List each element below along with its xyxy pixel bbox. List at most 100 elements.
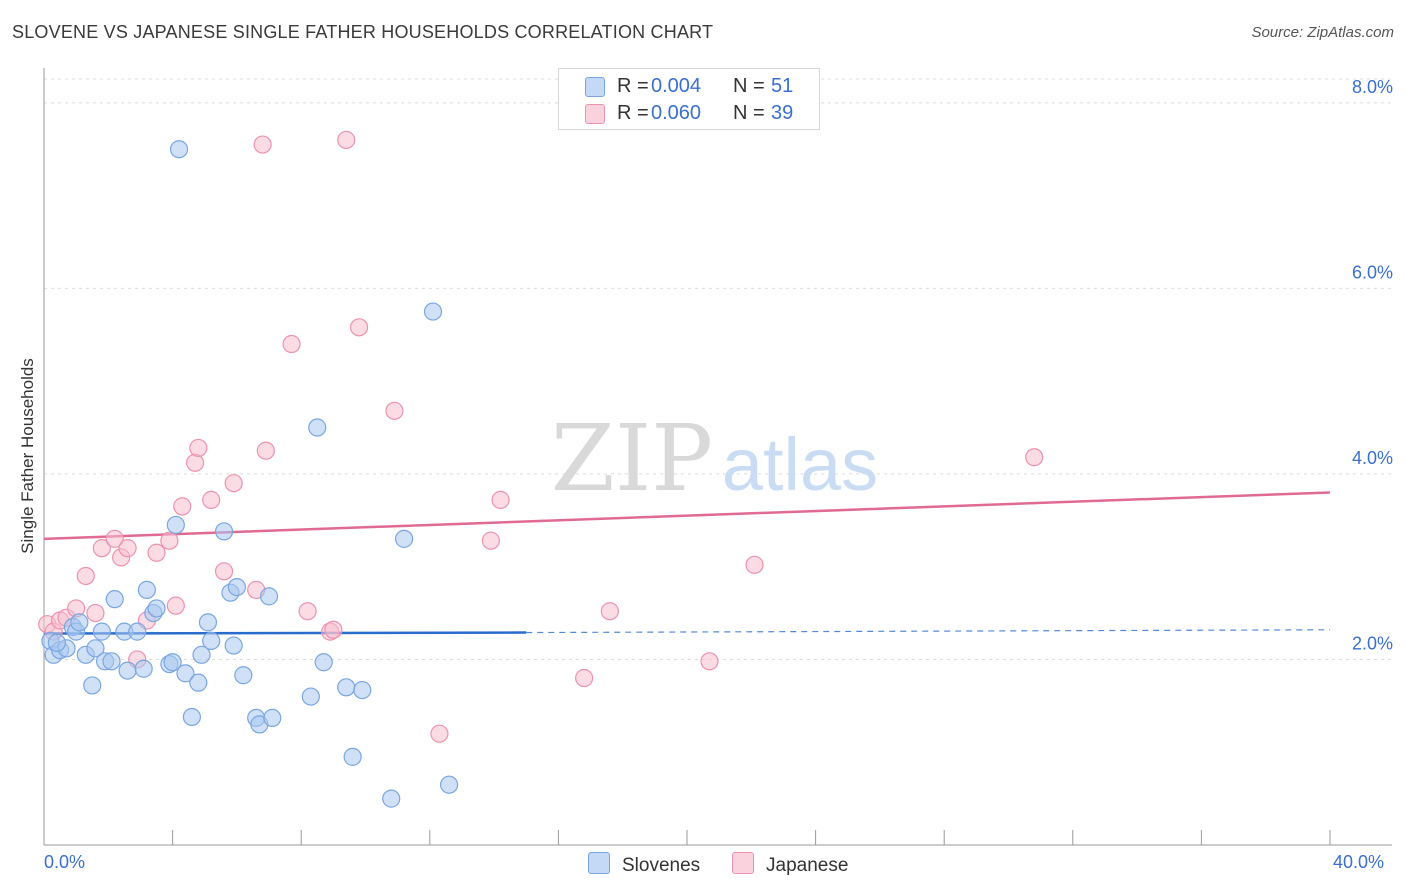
watermark-zip: ZIP [551,405,713,512]
japanese-point [202,490,221,509]
slovenes-point [214,522,234,541]
japanese-point [491,490,510,509]
japanese-point [575,668,594,688]
stats-legend: R = 0.004 N = 51 R = 0.060 N = 39 [558,68,820,130]
slovenes-point [234,666,253,685]
japanese-points [38,130,1044,743]
slovenes-point [147,599,166,618]
slovenes-point [86,639,105,658]
japanese-point [430,724,449,743]
slovenes-point [202,631,221,651]
japanese-point [86,603,105,623]
axes [43,68,1392,846]
slovenes-n-value: 51 [771,75,794,97]
japanese-point [224,474,243,493]
x-min-label: 0.0% [44,852,86,872]
slovenes-point [439,775,459,794]
slovenes-point [105,590,124,609]
slovenes-point [301,687,320,706]
japanese-point [481,531,500,550]
x-max-label: 40.0% [1333,852,1385,872]
slovenes-point [118,661,137,680]
slovenes-point [314,653,333,672]
japanese-point [147,543,166,562]
slovenes-point [198,613,218,632]
japanese-legend-swatch [732,852,754,874]
legend-japanese: Japanese [732,852,848,877]
grid-lines [44,78,1392,660]
slovenes-legend-swatch [588,852,610,874]
slovenes-point [394,529,414,548]
slovenes-point [47,633,66,652]
slovenes-legend-label: Slovenes [622,855,701,876]
trend-lines [43,491,1331,635]
n-label: N = [733,102,765,124]
japanese-trend-line [43,491,1331,541]
japanese-point [76,566,95,586]
slovenes-point [83,676,102,695]
slovenes-point [263,708,282,728]
japanese-point [105,529,124,548]
japanese-point [160,531,179,550]
slovenes-trend-extension [526,629,1331,634]
watermark-atlas: atlas [722,423,878,506]
slovenes-point [134,659,153,678]
japanese-legend-label: Japanese [766,855,849,876]
y-axis-label: Single Father Households [18,358,37,554]
japanese-point [92,539,111,558]
slovenes-point [259,587,279,606]
slovenes-point [382,789,401,808]
japanese-point [256,441,275,460]
japanese-point [349,318,369,337]
japanese-point [1025,448,1044,467]
japanese-point [173,497,192,516]
japanese-point [118,539,137,558]
japanese-point [166,596,185,615]
slovenes-point [189,673,208,692]
y-tick-label: 8.0% [1352,77,1393,97]
japanese-point [282,334,301,354]
slovenes-point [337,678,356,697]
r-label: R = [617,75,649,97]
slovenes-point [137,580,156,599]
japanese-point [700,652,719,671]
slovenes-point [176,664,195,683]
y-tick-labels: 2.0% 4.0% 6.0% 8.0% [1352,77,1393,654]
japanese-point [186,453,205,472]
slovenes-point [102,652,121,671]
slovenes-point [70,613,89,632]
y-tick-label: 2.0% [1352,633,1393,653]
slovenes-point [343,747,362,766]
slovenes-point [308,418,327,437]
slovenes-point [192,645,211,664]
n-label: N = [733,75,765,97]
japanese-point [189,438,208,458]
japanese-point [298,602,317,621]
legend-slovenes: Slovenes [588,852,700,877]
chart-title: SLOVENE VS JAPANESE SINGLE FATHER HOUSEH… [12,22,714,42]
japanese-point [745,555,764,574]
slovenes-point [166,515,185,535]
slovenes-point [423,302,443,321]
japanese-r-value: 0.060 [651,102,702,124]
japanese-point [337,130,356,150]
slovenes-point [128,622,147,641]
slovenes-point [353,680,372,700]
slovenes-point [224,636,243,655]
japanese-point [324,620,343,639]
source-label: Source: ZipAtlas.com [1251,24,1394,41]
slovenes-point [169,140,189,159]
japanese-n-value: 39 [771,102,794,124]
slovenes-point [182,707,201,727]
slovenes-r-value: 0.004 [651,75,702,97]
slovenes-point [163,653,182,672]
japanese-point [253,135,272,154]
y-tick-label: 4.0% [1352,448,1393,468]
slovenes-points [41,140,459,808]
slovenes-swatch [585,77,605,97]
japanese-point [600,602,619,621]
y-tick-label: 6.0% [1352,262,1393,282]
japanese-point [214,562,234,581]
r-label: R = [617,102,649,124]
